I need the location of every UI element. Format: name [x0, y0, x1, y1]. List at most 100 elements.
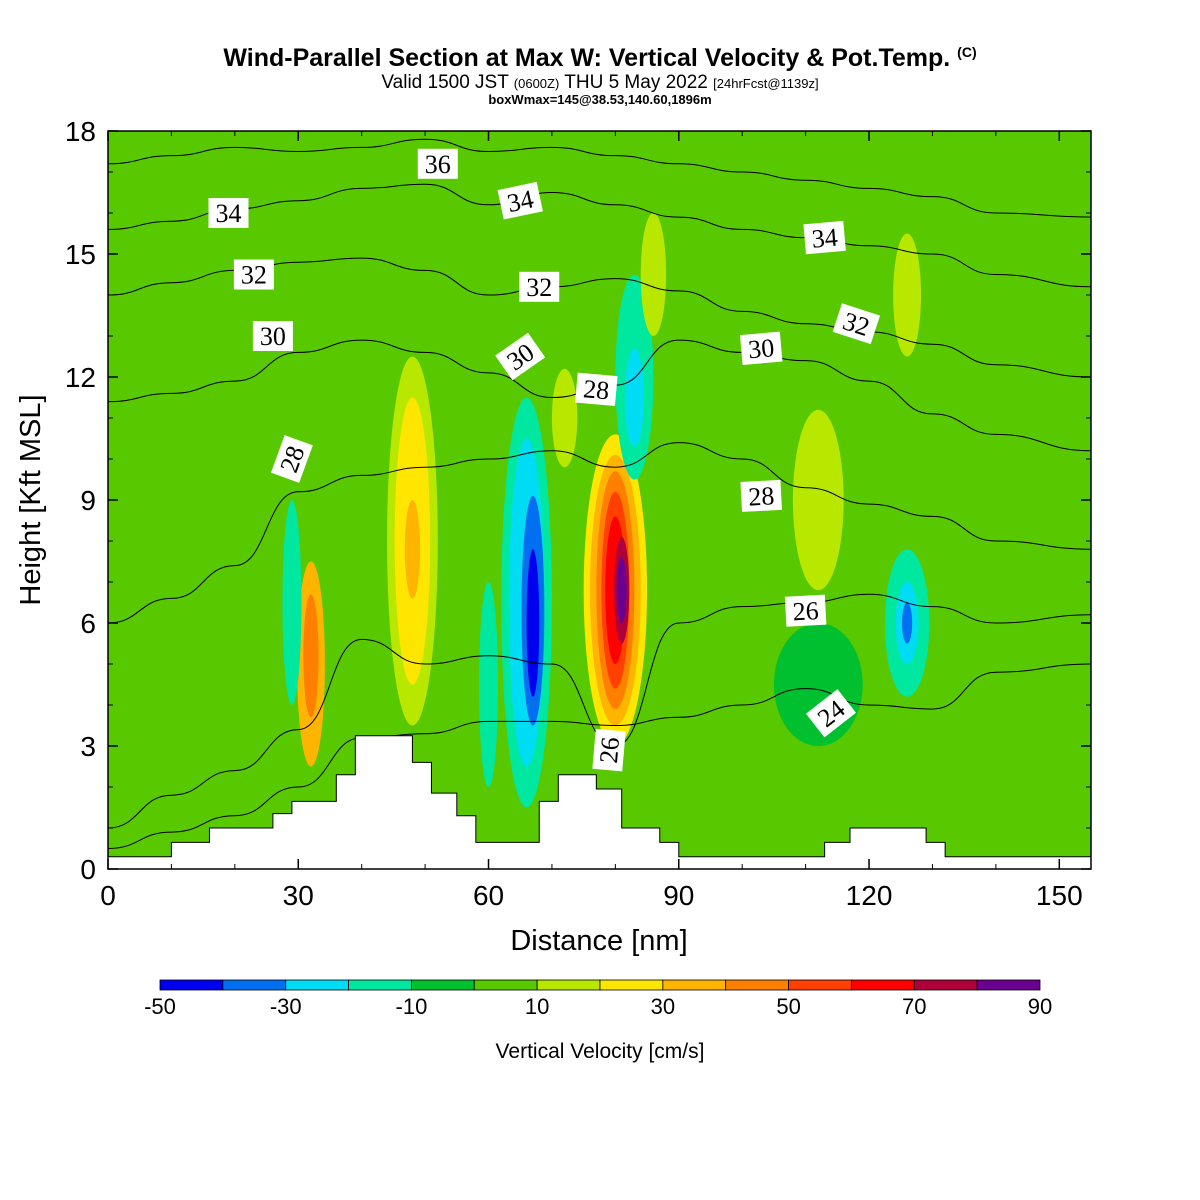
contour-label-3: 34: [803, 220, 846, 255]
colorbar-tick--10: -10: [396, 994, 428, 1019]
contour-label-text: 26: [594, 736, 625, 764]
x-tick-label-60: 60: [473, 880, 504, 911]
isentrope-24: [108, 663, 1091, 849]
colorbar-swatch--30: [285, 979, 349, 991]
velocity-cell-23: [893, 233, 922, 357]
colorbar-tick-30: 30: [651, 994, 675, 1019]
x-tick-label-90: 90: [663, 880, 694, 911]
chart-subtitle: Valid 1500 JST (0600Z) THU 5 May 2022 [2…: [0, 72, 1200, 94]
y-tick-label-0: 0: [80, 854, 96, 885]
contour-label-text: 36: [425, 150, 451, 179]
contour-label-box: [832, 303, 881, 345]
contour-label-text: 34: [810, 223, 838, 254]
x-axis-label: Distance [nm]: [510, 925, 687, 957]
isentrope-26: [108, 593, 1091, 829]
copyright-mark: (C): [957, 44, 977, 60]
forecast-info: [24hrFcst@1139z]: [713, 76, 819, 91]
x-tick-label-30: 30: [283, 880, 314, 911]
contour-label-text: 26: [792, 596, 819, 626]
contour-label-text: 32: [241, 261, 267, 290]
contour-label-text: 30: [747, 333, 775, 364]
contour-label-box: [740, 479, 782, 512]
velocity-cell-26: [640, 213, 667, 336]
colorbar-swatch-20: [599, 979, 664, 991]
contour-label-box: [270, 435, 313, 483]
colorbar-swatch--10: [411, 979, 475, 991]
colorbar-swatch-70: [913, 979, 978, 991]
contour-label-text: 34: [215, 199, 241, 228]
velocity-cell-27: [551, 368, 578, 468]
contour-label-box: [803, 220, 846, 255]
colorbar-swatch-10: [536, 979, 601, 991]
colorbar-swatch-80: [976, 979, 1041, 991]
colorbar-tick-50: 50: [776, 994, 800, 1019]
valid-date: THU 5 May 2022: [564, 72, 708, 93]
contour-label-box: [575, 372, 618, 406]
contour-label-7: 30: [252, 321, 293, 351]
velocity-cell-25: [479, 582, 499, 787]
y-axis-label: Height [Kft MSL]: [15, 394, 47, 605]
valid-prefix: Valid 1500 JST: [381, 72, 509, 93]
contour-label-1: 34: [208, 198, 249, 228]
colorbar-swatch--50: [159, 979, 224, 991]
contour-label-box: [519, 271, 560, 302]
contour-label-text: 28: [582, 374, 610, 405]
contour-label-4: 32: [233, 259, 274, 290]
colorbar-swatch-60: [851, 979, 915, 991]
contour-label-12: 28: [740, 479, 782, 512]
terrain: [108, 735, 1091, 869]
terrain-profile: [108, 735, 1091, 869]
colorbar-tick--50: -50: [144, 994, 176, 1019]
colorbar-swatch-30: [662, 979, 727, 991]
colorbar-label: Vertical Velocity [cm/s]: [496, 1040, 705, 1063]
colorbar-tick-70: 70: [902, 994, 926, 1019]
valid-utc: (0600Z): [513, 76, 560, 91]
contour-label-14: 26: [592, 728, 626, 772]
y-tick-label-12: 12: [65, 362, 96, 393]
contour-label-11: 28: [575, 372, 618, 406]
contour-label-box: [592, 728, 626, 772]
x-tick-label-150: 150: [1036, 880, 1083, 911]
contour-label-box: [805, 689, 856, 738]
velocity-cell-22: [902, 602, 913, 644]
velocity-cell-16: [616, 557, 627, 623]
chart-title-text: Wind-Parallel Section at Max W: Vertical…: [223, 44, 951, 72]
colorbar-swatch--20: [348, 979, 412, 991]
contour-label-box: [233, 259, 274, 290]
velocity-cell-1: [303, 594, 319, 718]
x-tick-label-0: 0: [100, 880, 116, 911]
y-tick-label-9: 9: [80, 485, 96, 516]
isentrope-28: [108, 442, 1091, 624]
isentrope-36: [108, 138, 1091, 218]
y-tick-label-6: 6: [80, 608, 96, 639]
colorbar-swatch-0: [473, 979, 538, 991]
velocity-cell-19: [792, 409, 844, 591]
colorbar-swatch-50: [788, 979, 852, 991]
contour-label-text: 30: [260, 322, 286, 351]
colorbar-tick-90: 90: [1028, 994, 1052, 1019]
contour-label-box: [252, 321, 293, 351]
contour-label-2: 34: [497, 181, 543, 220]
contour-label-box: [739, 331, 783, 365]
velocity-cell-2: [282, 500, 302, 705]
contour-label-13: 26: [784, 594, 827, 627]
box-wmax-info: boxWmax=145@38.53,140.60,1896m: [488, 92, 712, 107]
velocity-field: [282, 213, 930, 808]
y-tick-label-18: 18: [65, 116, 96, 147]
isentrope-34: [108, 183, 1091, 288]
contour-label-box: [208, 198, 249, 228]
velocity-cell-5: [404, 500, 421, 599]
colorbar-swatch--40: [222, 979, 287, 991]
chart-title: Wind-Parallel Section at Max W: Vertical…: [0, 44, 1200, 73]
contour-label-6: 32: [832, 303, 881, 345]
contour-label-box: [495, 332, 546, 381]
contour-label-box: [497, 181, 543, 220]
x-axis: 0 30 60 90 120 150: [100, 131, 1083, 911]
contour-label-text: 34: [505, 184, 536, 218]
contour-label-9: 30: [739, 331, 783, 365]
colorbar-tick--30: -30: [270, 994, 302, 1019]
colorbar-swatch-40: [725, 979, 789, 991]
contour-label-text: 32: [526, 273, 552, 302]
